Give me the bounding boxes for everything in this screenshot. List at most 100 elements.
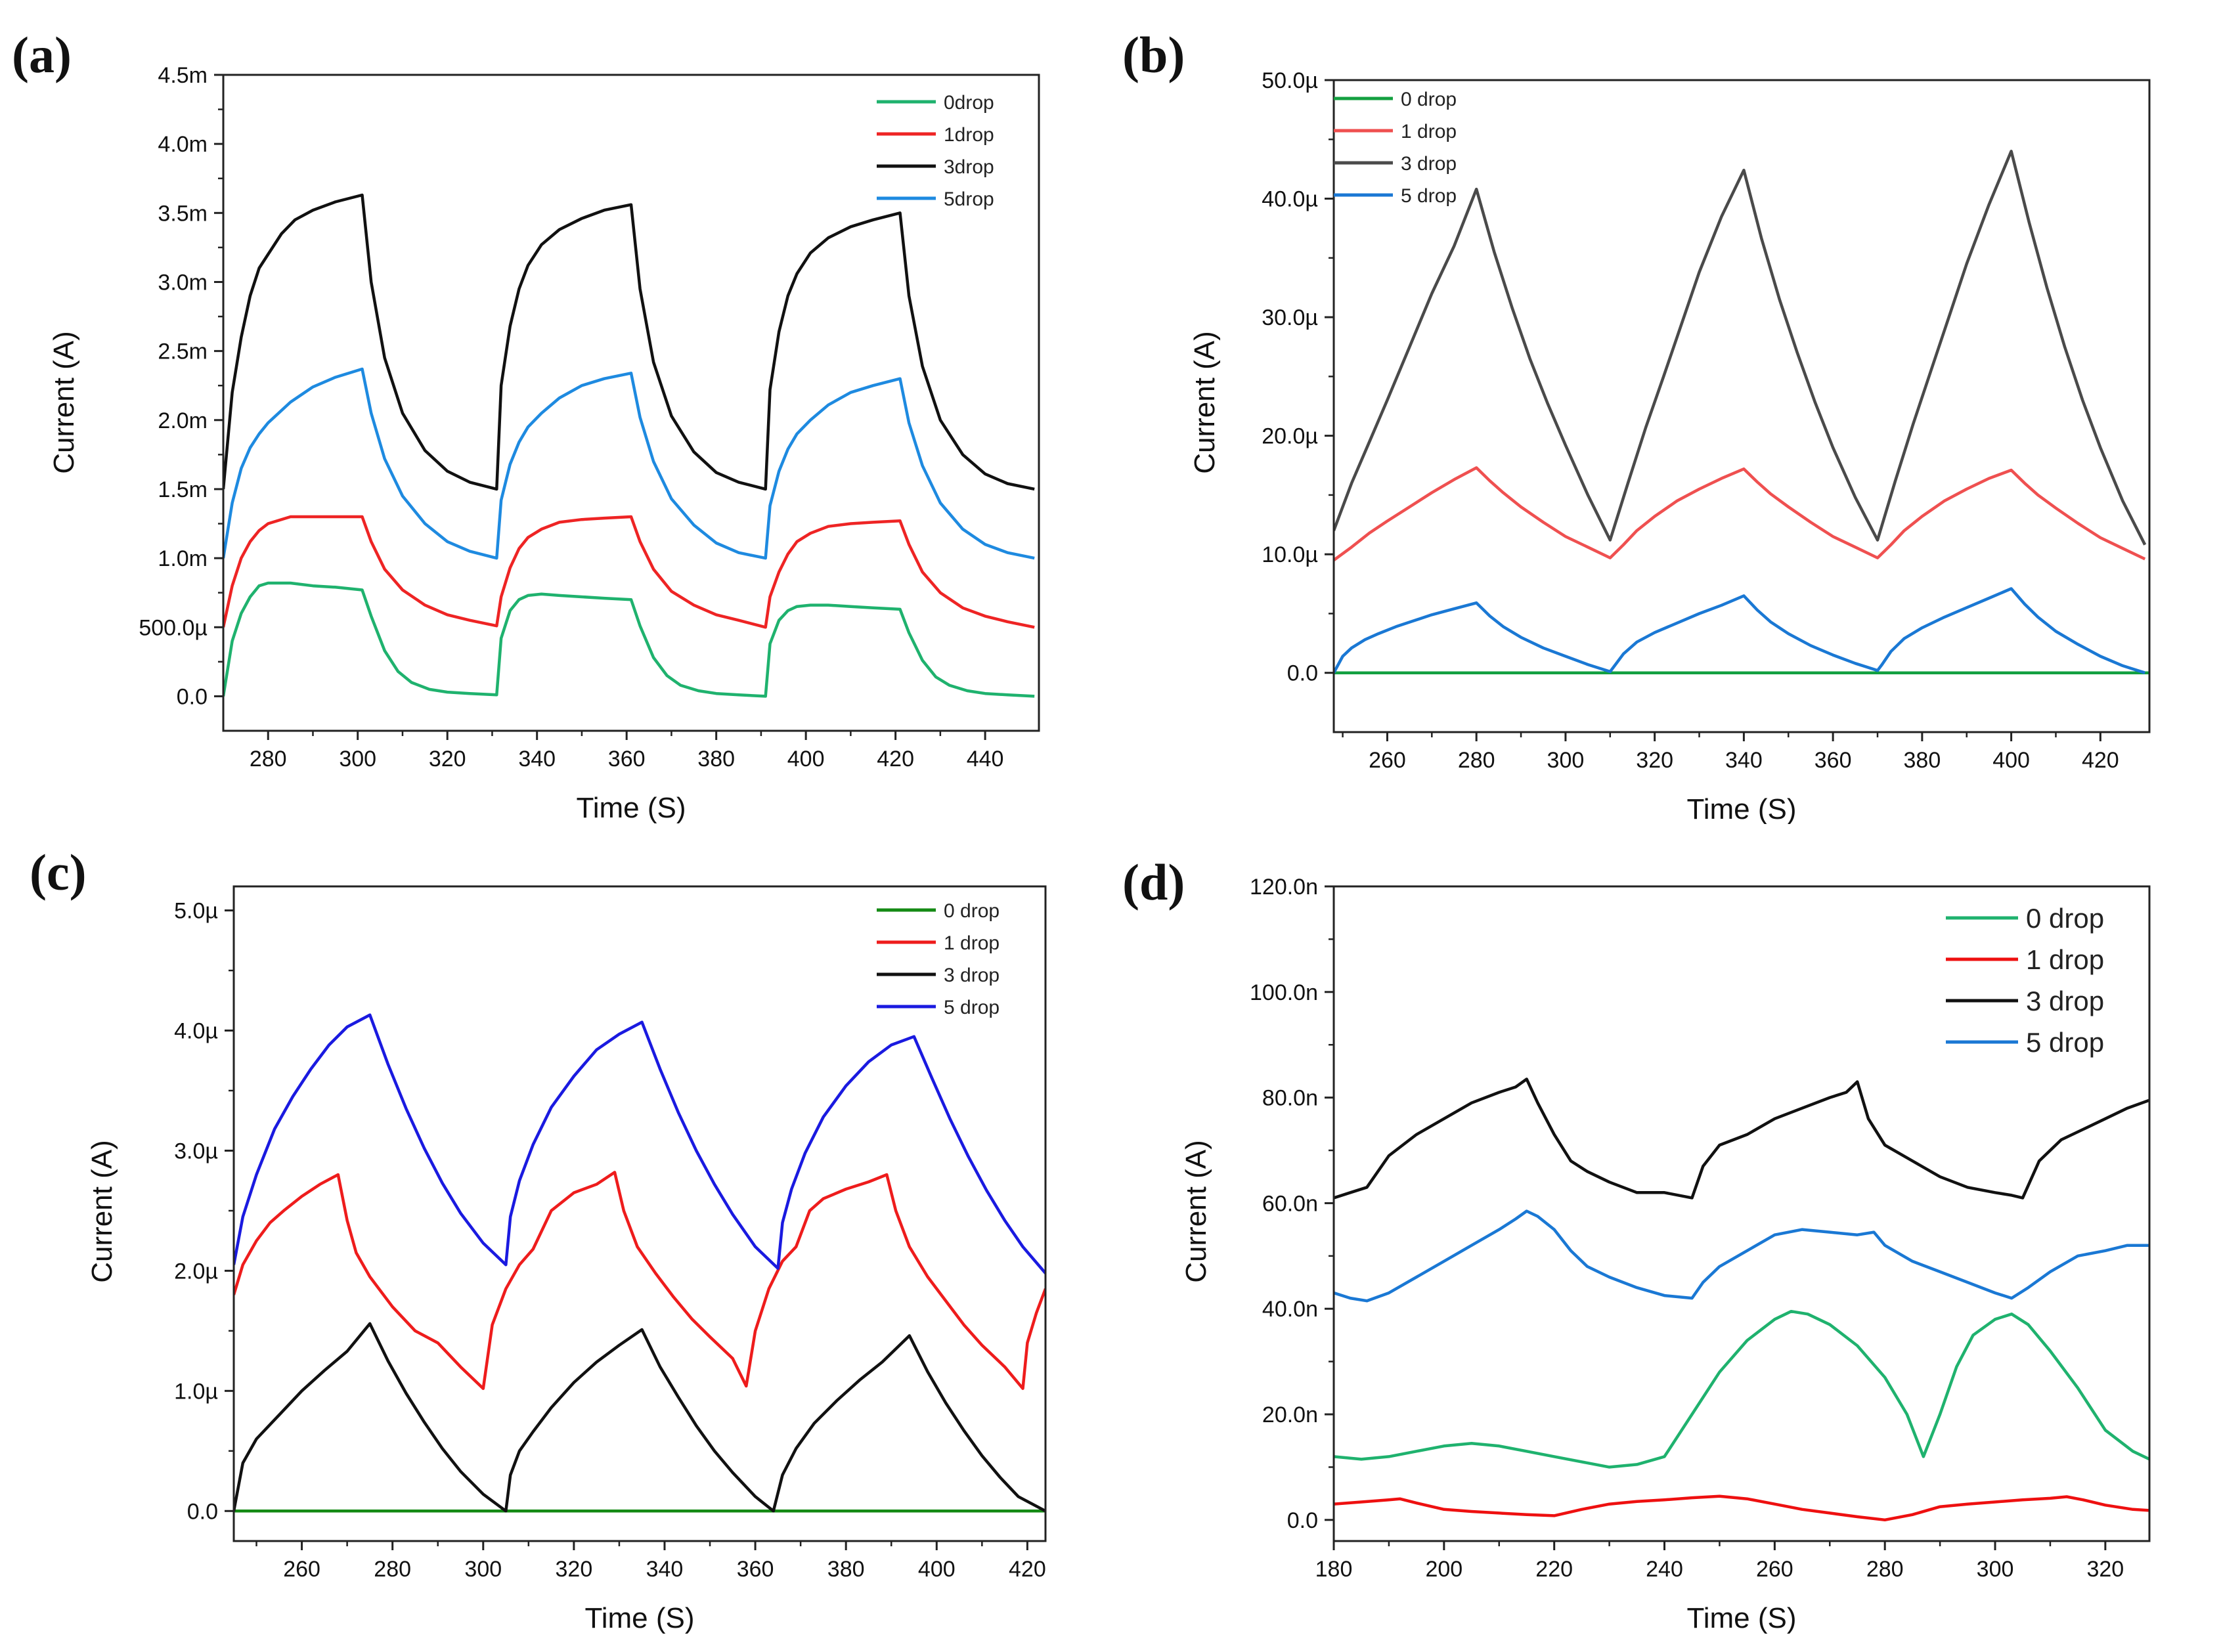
- panel-label: (a): [12, 26, 72, 83]
- y-tick-label: 4.0µ: [174, 1019, 218, 1044]
- y-tick-label: 1.5m: [158, 477, 208, 502]
- legend-label: 0 drop: [944, 900, 1000, 922]
- y-tick-label: 30.0µ: [1262, 305, 1318, 330]
- y-tick-label: 2.5m: [158, 339, 208, 364]
- panel-label: (c): [30, 844, 87, 901]
- legend-label: 5 drop: [944, 997, 1000, 1018]
- y-tick-label: 20.0µ: [1262, 424, 1318, 449]
- x-tick-label: 180: [1315, 1557, 1353, 1582]
- chart-panel-b: 260 280 300 320 340 360 380 400 420 0.0 10.0µ 20.0µ…: [1110, 0, 2221, 825]
- series-line-5-drop: [1334, 1209, 2149, 1303]
- plot-frame: [232, 885, 1047, 1542]
- series-line-1drop: [223, 515, 1035, 629]
- y-tick-label: 3.0µ: [174, 1139, 218, 1163]
- legend-label: 0 drop: [2026, 903, 2104, 934]
- y-tick-label: 3.5m: [158, 201, 208, 226]
- x-tick-label: 380: [827, 1557, 865, 1582]
- x-tick-label: 400: [1992, 748, 2030, 773]
- y-tick-label: 20.0n: [1262, 1402, 1318, 1427]
- series-line-0drop: [223, 581, 1035, 698]
- x-tick-label: 420: [1009, 1557, 1046, 1582]
- x-tick-label: 200: [1425, 1557, 1462, 1582]
- legend-label: 0 drop: [1401, 89, 1457, 110]
- x-tick-label: 400: [918, 1557, 956, 1582]
- x-axis-label: Time (S): [1686, 793, 1796, 824]
- chart-panel-a: 280 300 320 340 360 380 400 420 440 0.0 500.0µ 1.0m…: [0, 0, 1110, 824]
- x-tick-label: 420: [2082, 748, 2119, 773]
- legend-label: 0drop: [944, 92, 994, 114]
- series-line-3-drop: [1334, 150, 2147, 546]
- x-tick-label: 320: [556, 1557, 593, 1582]
- x-tick-label: 400: [787, 747, 825, 772]
- x-tick-label: 220: [1535, 1557, 1573, 1582]
- y-tick-label: 2.0µ: [174, 1259, 218, 1284]
- x-tick-label: 260: [283, 1557, 320, 1582]
- y-axis-label: Current (A): [86, 1140, 118, 1283]
- y-tick-label: 100.0n: [1250, 980, 1318, 1005]
- y-tick-label: 0.0: [1287, 661, 1318, 686]
- legend-label: 3drop: [944, 156, 994, 178]
- plot-frame: [222, 74, 1040, 732]
- x-tick-label: 280: [1458, 748, 1495, 773]
- plot-frame: [1332, 79, 2151, 733]
- x-tick-label: 260: [1369, 748, 1406, 773]
- x-tick-label: 300: [1977, 1557, 2014, 1582]
- series-line-5-drop: [234, 1013, 1045, 1274]
- x-tick-label: 300: [1547, 748, 1585, 773]
- y-tick-label: 3.0m: [158, 270, 208, 295]
- y-axis-label: Current (A): [1180, 1140, 1212, 1283]
- chart-panel-d: 180 200 220 240 260 280 300 320 0.0 20.0n 40.0n 60.…: [1110, 824, 2221, 1649]
- series-line-0-drop: [1334, 1309, 2149, 1469]
- y-tick-label: 80.0n: [1262, 1086, 1318, 1111]
- y-tick-label: 0.0: [177, 684, 208, 709]
- x-tick-label: 340: [646, 1557, 684, 1582]
- y-tick-label: 1.0µ: [174, 1379, 218, 1404]
- y-tick-label: 50.0µ: [1262, 68, 1318, 93]
- y-tick-label: 10.0µ: [1262, 542, 1318, 567]
- y-tick-label: 0.0: [187, 1499, 218, 1524]
- y-tick-label: 1.0m: [158, 546, 208, 571]
- x-tick-label: 280: [250, 747, 287, 772]
- y-tick-label: 0.0: [1287, 1508, 1318, 1533]
- legend-label: 3 drop: [944, 965, 1000, 986]
- x-axis-label: Time (S): [576, 792, 686, 824]
- y-axis-label: Current (A): [48, 331, 80, 474]
- x-axis-label: Time (S): [1686, 1602, 1796, 1634]
- y-tick-label: 60.0n: [1262, 1191, 1318, 1216]
- legend-label: 5 drop: [2026, 1027, 2104, 1058]
- x-tick-label: 300: [339, 747, 376, 772]
- chart-svg: 180 200 220 240 260 280 300 320 0.0 20.0n 40.0n 60.…: [1122, 854, 2151, 1634]
- x-tick-label: 360: [1814, 748, 1852, 773]
- legend-label: 3 drop: [2026, 986, 2104, 1016]
- x-tick-label: 300: [464, 1557, 502, 1582]
- y-tick-label: 4.0m: [158, 132, 208, 157]
- series-line-1-drop: [1334, 466, 2146, 562]
- legend-label: 3 drop: [1401, 153, 1457, 175]
- x-tick-label: 280: [1866, 1557, 1904, 1582]
- series-line-1-drop: [234, 1171, 1045, 1390]
- legend-label: 1 drop: [1401, 121, 1457, 142]
- x-tick-label: 340: [1725, 748, 1763, 773]
- x-tick-label: 340: [518, 747, 556, 772]
- series-line-5drop: [223, 367, 1035, 560]
- x-tick-label: 380: [697, 747, 735, 772]
- x-tick-label: 320: [1636, 748, 1673, 773]
- legend-label: 1 drop: [2026, 944, 2104, 975]
- legend-label: 5drop: [944, 188, 994, 210]
- x-tick-label: 360: [737, 1557, 774, 1582]
- x-tick-label: 320: [2086, 1557, 2124, 1582]
- legend-label: 1drop: [944, 124, 994, 146]
- chart-svg: 260 280 300 320 340 360 380 400 420 0.0 1.0µ 2.0µ 3.…: [30, 844, 1047, 1634]
- chart-svg: 260 280 300 320 340 360 380 400 420 0.0 10.0µ 20.0µ…: [1122, 26, 2151, 825]
- y-tick-label: 2.0m: [158, 408, 208, 433]
- y-tick-label: 500.0µ: [139, 615, 208, 640]
- x-tick-label: 260: [1756, 1557, 1793, 1582]
- x-tick-label: 440: [967, 747, 1004, 772]
- x-tick-label: 320: [429, 747, 466, 772]
- x-tick-label: 420: [877, 747, 914, 772]
- plot-frame: [1332, 885, 2151, 1542]
- panel-label: (d): [1122, 854, 1185, 911]
- legend-label: 1 drop: [944, 932, 1000, 954]
- chart-panel-c: 260 280 300 320 340 360 380 400 420 0.0 1.0µ 2.0µ 3.…: [0, 824, 1110, 1649]
- series-line-3drop: [223, 193, 1035, 491]
